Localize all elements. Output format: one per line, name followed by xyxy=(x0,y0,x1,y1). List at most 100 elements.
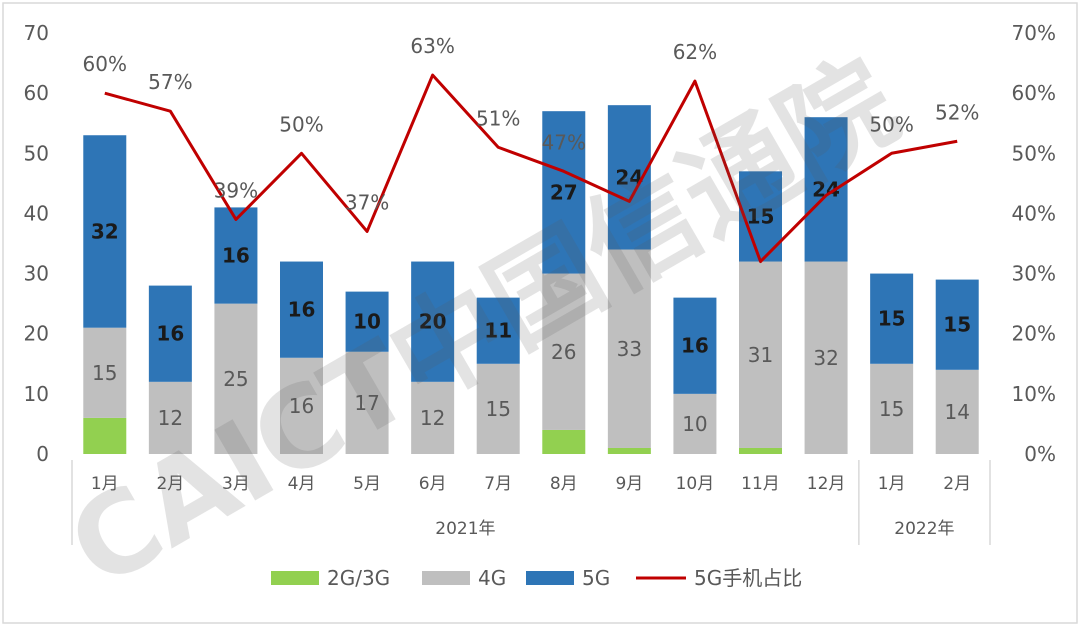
x-tick-label: 10月 xyxy=(676,474,715,494)
legend-label: 5G xyxy=(582,566,610,590)
y-left-tick-label: 30 xyxy=(24,262,49,286)
data-label-5g: 15 xyxy=(747,204,775,228)
bar-4g-7 xyxy=(476,363,520,454)
data-label-4g: 31 xyxy=(748,343,773,367)
y-right-tick-label: 70% xyxy=(1012,21,1056,45)
y-left-tick-label: 0 xyxy=(36,442,49,466)
bar-5g-14 xyxy=(935,279,979,370)
bar-5g-13 xyxy=(870,273,914,364)
share-data-label: 39% xyxy=(214,178,258,202)
x-tick-label: 6月 xyxy=(419,474,447,494)
y-left-tick-label: 60 xyxy=(24,81,49,105)
y-left-tick-label: 10 xyxy=(24,382,49,406)
bar-5g-8 xyxy=(542,111,586,274)
bar-5g-3 xyxy=(214,207,258,304)
x-tick-label: 1月 xyxy=(91,474,119,494)
bar-4g-8 xyxy=(542,273,586,430)
legend-label: 5G手机占比 xyxy=(694,566,802,590)
y-right-tick-label: 60% xyxy=(1012,81,1056,105)
bar-5g-7 xyxy=(476,297,520,364)
bar-2g3g-11 xyxy=(739,447,782,454)
legend-item-share: 5G手机占比 xyxy=(636,566,802,590)
bar-5g-12 xyxy=(804,117,848,262)
data-label-4g: 32 xyxy=(813,346,838,370)
x-tick-label: 2月 xyxy=(943,474,971,494)
data-label-4g: 26 xyxy=(551,340,576,364)
bar-4g-14 xyxy=(935,369,979,454)
y-right-tick-label: 20% xyxy=(1012,322,1056,346)
bar-4g-1 xyxy=(83,327,127,418)
share-data-label: 50% xyxy=(279,112,323,136)
legend-label: 4G xyxy=(478,566,506,590)
data-label-4g: 12 xyxy=(420,406,445,430)
legend-swatch xyxy=(271,571,319,585)
data-label-5g: 32 xyxy=(91,219,119,243)
data-label-5g: 16 xyxy=(288,298,316,322)
bar-4g-3 xyxy=(214,303,258,454)
data-label-4g: 10 xyxy=(682,412,707,436)
bar-labels: 1532121625161616171012201511262733241016… xyxy=(91,165,971,436)
data-label-4g: 25 xyxy=(223,367,248,391)
bar-5g-4 xyxy=(280,261,323,358)
share-data-label: 52% xyxy=(935,100,979,124)
x-tick-label: 8月 xyxy=(550,474,578,494)
share-line-labels: 60% 57% 39% 50% 37% 63% 51% 47% 62% 50% 52% xyxy=(83,34,980,214)
y-right-tick-label: 40% xyxy=(1012,201,1056,225)
legend-item-5g: 5G xyxy=(526,566,610,590)
x-tick-label: 5月 xyxy=(353,474,381,494)
data-label-5g: 16 xyxy=(156,322,184,346)
bar-2g3g-1 xyxy=(83,417,127,454)
share-data-label: 47% xyxy=(542,130,586,154)
bar-4g-9 xyxy=(607,249,651,448)
share-data-label: 63% xyxy=(410,34,454,58)
bar-5g-5 xyxy=(345,291,389,352)
y-left-tick-label: 20 xyxy=(24,322,49,346)
y-right-tick-label: 30% xyxy=(1012,262,1056,286)
bar-4g-11 xyxy=(739,261,782,448)
data-label-5g: 16 xyxy=(222,244,250,268)
bar-4g-10 xyxy=(673,393,717,454)
left-axis: 0 10 20 30 40 50 60 70 xyxy=(24,21,49,466)
data-label-4g: 33 xyxy=(617,337,642,361)
data-label-4g: 16 xyxy=(289,394,314,418)
bar-4g-5 xyxy=(345,351,389,454)
bar-series xyxy=(83,105,979,454)
x-tick-label: 7月 xyxy=(484,474,512,494)
share-line-series xyxy=(104,73,958,264)
data-label-4g: 15 xyxy=(485,397,510,421)
y-right-tick-label: 10% xyxy=(1012,382,1056,406)
x-tick-label: 1月 xyxy=(878,474,906,494)
share-data-label: 57% xyxy=(148,70,192,94)
x-tick-label: 9月 xyxy=(615,474,643,494)
x-tick-label: 4月 xyxy=(288,474,316,494)
data-label-5g: 27 xyxy=(550,180,578,204)
bar-4g-12 xyxy=(804,261,848,454)
y-left-tick-label: 40 xyxy=(24,201,49,225)
data-label-5g: 15 xyxy=(943,313,971,337)
legend: 2G/3G 4G 5G 5G手机占比 xyxy=(271,566,802,590)
data-label-5g: 15 xyxy=(878,307,906,331)
bar-2g3g-9 xyxy=(607,447,651,454)
legend-swatch xyxy=(422,571,470,585)
data-label-4g: 15 xyxy=(92,361,117,385)
data-label-4g: 15 xyxy=(879,397,904,421)
y-left-tick-label: 50 xyxy=(24,141,49,165)
share-data-label: 51% xyxy=(476,106,520,130)
x-tick-label: 11月 xyxy=(741,474,780,494)
share-line xyxy=(104,73,958,264)
y-right-tick-label: 50% xyxy=(1012,141,1056,165)
bar-5g-10 xyxy=(673,297,717,394)
share-data-label: 62% xyxy=(673,40,717,64)
legend-label: 2G/3G xyxy=(327,566,390,590)
x-tick-label: 3月 xyxy=(222,474,250,494)
data-label-4g: 17 xyxy=(354,391,379,415)
bar-4g-6 xyxy=(411,381,455,454)
x-group-label: 2021年 xyxy=(435,519,495,539)
bar-5g-1 xyxy=(83,135,127,328)
data-label-5g: 10 xyxy=(353,310,381,334)
bar-5g-6 xyxy=(411,261,455,382)
bar-2g3g-8 xyxy=(542,429,586,454)
share-data-label: 37% xyxy=(345,190,389,214)
